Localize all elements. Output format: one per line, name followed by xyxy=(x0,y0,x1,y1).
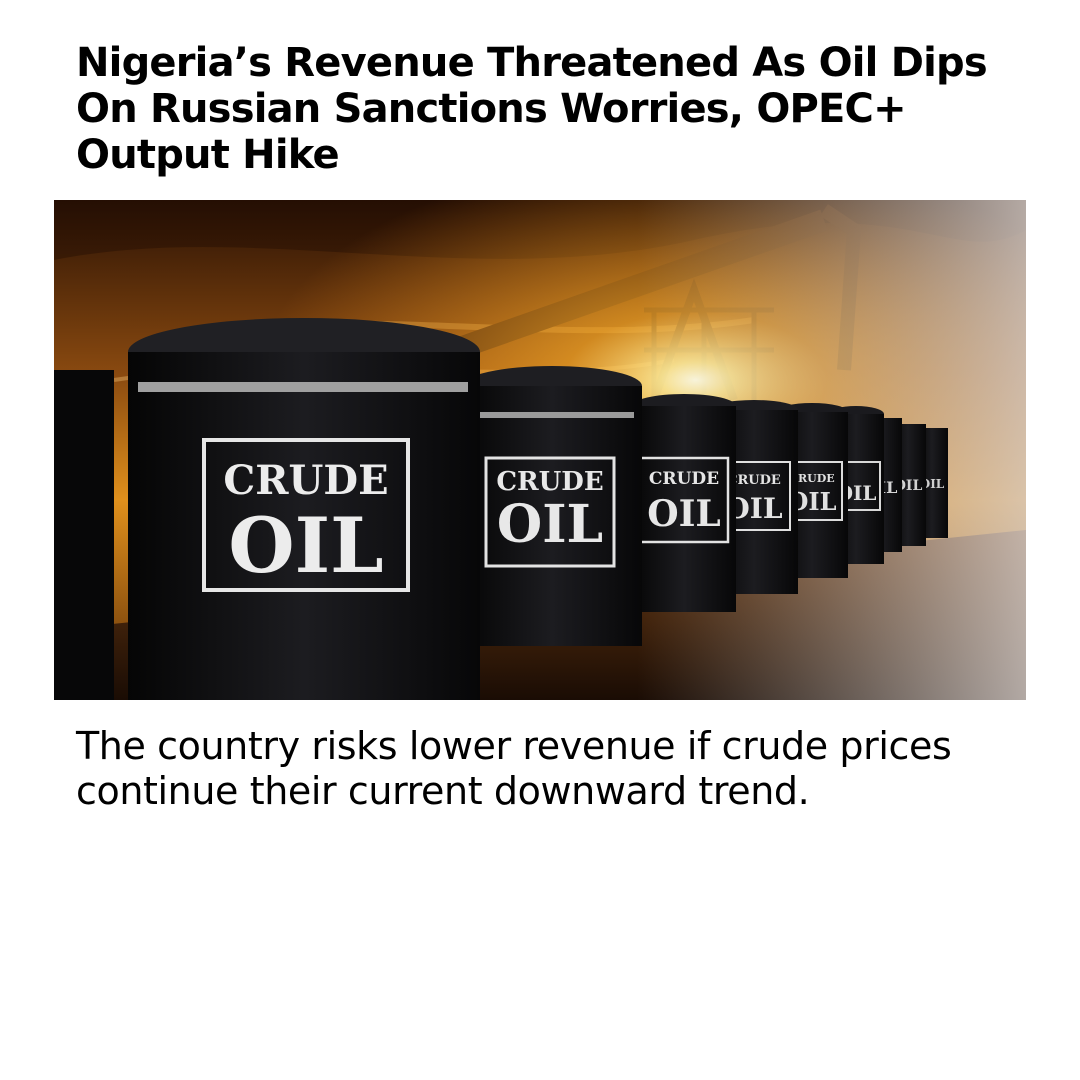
barrel-edge xyxy=(54,370,114,700)
barrel-label: CRUDE xyxy=(789,472,834,485)
barrel-label: OIL xyxy=(497,494,603,555)
barrel-row: OIL OIL OIL OIL CRUDE OIL xyxy=(54,318,948,700)
barrel-label: OIL xyxy=(647,493,721,535)
barrel: CRUDE OIL xyxy=(632,394,736,612)
barrel-label: OIL xyxy=(920,477,945,491)
barrel: CRUDE OIL xyxy=(128,318,480,700)
barrel-label: CRUDE xyxy=(649,469,719,489)
barrel-label: CRUDE xyxy=(223,457,388,504)
barrel: CRUDE OIL xyxy=(462,366,642,646)
article-headline: Nigeria’s Revenue Threatened As Oil Dips… xyxy=(76,40,988,178)
barrel-label: CRUDE xyxy=(727,473,781,488)
crude-oil-barrels-illustration: OIL OIL OIL OIL CRUDE OIL xyxy=(54,200,1026,700)
hero-image: OIL OIL OIL OIL CRUDE OIL xyxy=(54,200,1026,700)
barrel-label: OIL xyxy=(228,501,383,590)
article-summary: The country risks lower revenue if crude… xyxy=(76,724,952,813)
barrel-label: CRUDE xyxy=(496,467,603,497)
